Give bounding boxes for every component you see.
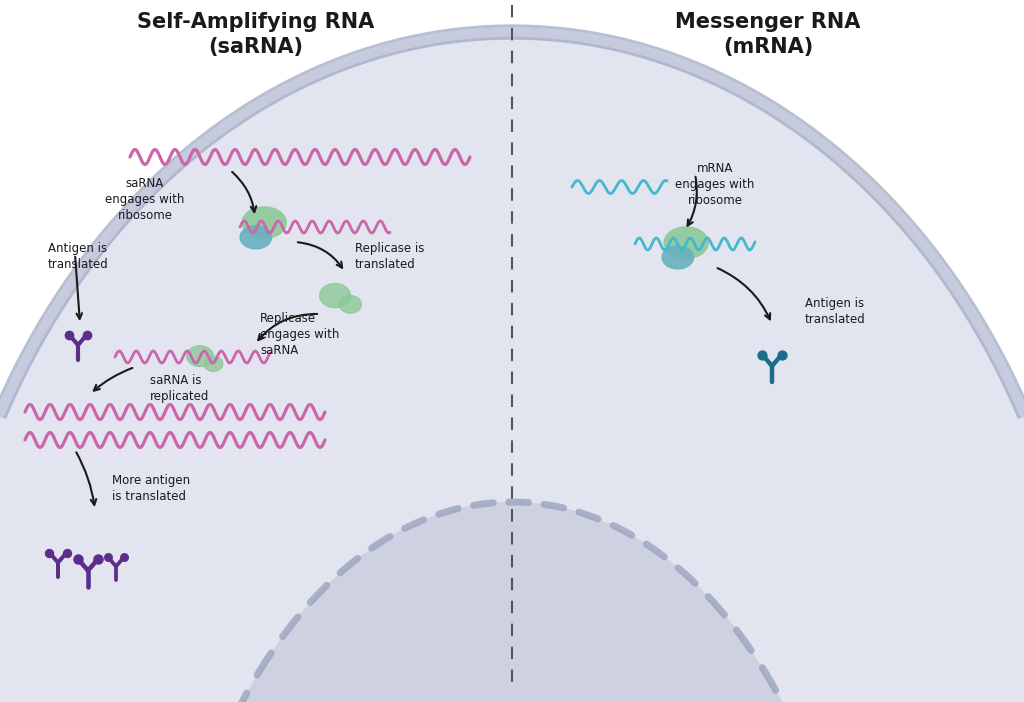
Text: saRNA
engages with
ribosome: saRNA engages with ribosome bbox=[105, 177, 184, 222]
Ellipse shape bbox=[204, 356, 223, 371]
Ellipse shape bbox=[242, 207, 287, 239]
Ellipse shape bbox=[186, 346, 213, 366]
Ellipse shape bbox=[663, 246, 693, 269]
Text: Self-Amplifying RNA
(saRNA): Self-Amplifying RNA (saRNA) bbox=[137, 12, 375, 57]
Ellipse shape bbox=[240, 226, 271, 249]
Polygon shape bbox=[0, 32, 1024, 702]
Text: Antigen is
translated: Antigen is translated bbox=[48, 242, 109, 271]
Text: More antigen
is translated: More antigen is translated bbox=[112, 474, 190, 503]
Ellipse shape bbox=[319, 284, 350, 307]
Polygon shape bbox=[179, 502, 845, 702]
Ellipse shape bbox=[665, 227, 709, 258]
Text: Messenger RNA
(mRNA): Messenger RNA (mRNA) bbox=[675, 12, 861, 57]
Text: Antigen is
translated: Antigen is translated bbox=[805, 297, 865, 326]
Text: Replicase
engages with
saRNA: Replicase engages with saRNA bbox=[260, 312, 339, 357]
Ellipse shape bbox=[339, 296, 361, 313]
Text: Replicase is
translated: Replicase is translated bbox=[355, 242, 424, 271]
Text: mRNA
engages with
ribosome: mRNA engages with ribosome bbox=[675, 162, 755, 207]
Text: saRNA is
replicated: saRNA is replicated bbox=[150, 374, 209, 403]
